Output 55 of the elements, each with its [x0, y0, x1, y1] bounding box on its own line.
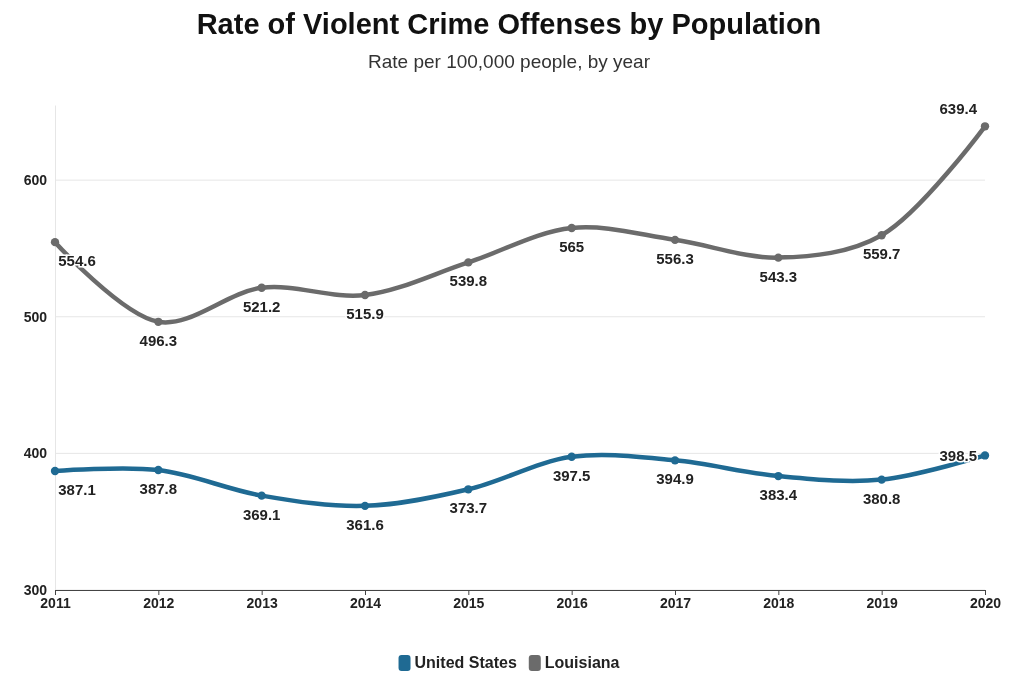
data-label: 380.8 — [862, 489, 901, 507]
data-label: 539.8 — [449, 272, 488, 290]
point — [464, 258, 473, 267]
point — [50, 466, 60, 476]
point — [257, 283, 266, 292]
data-label: 556.3 — [656, 249, 694, 267]
data-label: 559.7 — [862, 245, 901, 263]
x-tick-label: 2016 — [556, 594, 588, 611]
point — [670, 235, 680, 245]
chart-subtitle: Rate per 100,000 people, by year — [367, 51, 651, 72]
point — [980, 451, 990, 460]
x-tick-label: 2014 — [349, 594, 382, 611]
legend-label: United States — [414, 654, 517, 671]
point — [567, 452, 576, 461]
y-tick-label: 600 — [23, 172, 48, 189]
x-tick-label: 2015 — [453, 594, 485, 611]
y-tick-label: 400 — [23, 445, 48, 462]
data-label: 394.9 — [656, 470, 694, 488]
x-tick-label: 2018 — [763, 594, 795, 611]
data-label: 369.1 — [242, 505, 281, 523]
x-tick-label: 2013 — [246, 594, 278, 611]
data-label: 373.7 — [449, 499, 488, 517]
point — [154, 317, 163, 326]
data-label: 361.6 — [346, 515, 384, 533]
point — [877, 475, 886, 484]
x-tick-label: 2012 — [143, 594, 175, 611]
data-label: 565 — [559, 237, 585, 255]
x-tick-label: 2019 — [866, 594, 898, 611]
data-label: 387.1 — [58, 481, 96, 498]
point — [774, 471, 783, 481]
point — [877, 231, 886, 240]
data-label: 639.4 — [939, 100, 978, 118]
data-label: 515.9 — [346, 305, 384, 323]
data-label: 496.3 — [139, 331, 178, 349]
data-label: 398.5 — [939, 447, 977, 465]
point — [154, 465, 163, 475]
point — [360, 501, 370, 511]
data-label: 521.2 — [242, 297, 281, 315]
y-tick-label: 500 — [23, 308, 48, 325]
legend-label: Louisiana — [544, 654, 620, 671]
point — [360, 290, 370, 300]
x-tick-label: 2020 — [969, 594, 1002, 611]
point — [774, 253, 783, 262]
point — [50, 237, 60, 247]
data-label: 387.8 — [139, 480, 178, 498]
x-tick-label: 2017 — [659, 594, 692, 611]
point — [567, 223, 576, 233]
point — [980, 122, 990, 131]
data-label: 383.4 — [759, 486, 798, 504]
data-label: 543.3 — [759, 267, 798, 285]
point — [257, 491, 266, 500]
chart-title: Rate of Violent Crime Offenses by Population — [196, 8, 822, 40]
data-label: 397.5 — [552, 466, 591, 484]
point — [464, 485, 473, 494]
point — [670, 456, 680, 465]
